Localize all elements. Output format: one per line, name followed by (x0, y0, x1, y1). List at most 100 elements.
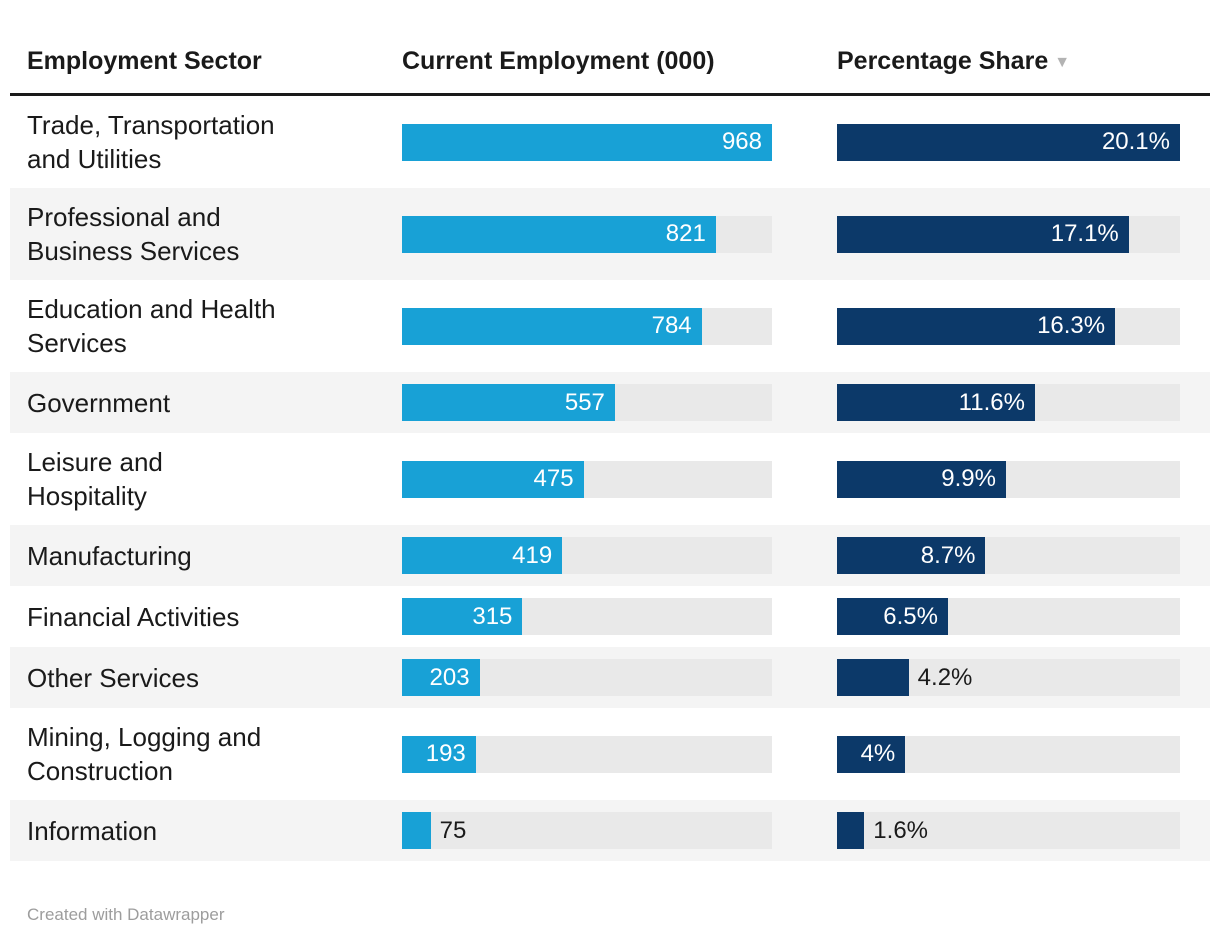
table-row: Information 75 1.6% (10, 800, 1210, 861)
sort-descending-icon: ▼ (1054, 54, 1071, 71)
employment-bar-track: 419 (402, 537, 772, 574)
share-bar-track: 16.3% (837, 307, 1180, 345)
employment-cell: 784 (402, 307, 837, 345)
employment-value-label: 315 (472, 602, 513, 630)
employment-bar: 784 (402, 307, 702, 345)
employment-bar-track: 557 (402, 384, 772, 421)
share-bar: 11.6% (837, 384, 1035, 421)
employment-value-label: 203 (429, 663, 470, 691)
employment-cell: 968 (402, 123, 837, 161)
employment-bar (402, 812, 431, 849)
share-value-label: 6.5% (883, 602, 938, 630)
employment-value-label: 784 (651, 312, 692, 339)
column-header-share[interactable]: Percentage Share ▼ (837, 47, 1196, 76)
table-body: Trade, Transportation and Utilities 968 20… (10, 96, 1210, 861)
column-header-share-label: Percentage Share (837, 47, 1049, 75)
share-bar-track: 17.1% (837, 215, 1180, 253)
employment-bar: 203 (402, 659, 480, 696)
employment-value-label: 475 (533, 465, 574, 492)
employment-bar: 315 (402, 598, 523, 635)
share-cell: 16.3% (837, 307, 1196, 345)
share-cell: 1.6% (837, 812, 1196, 849)
share-cell: 17.1% (837, 215, 1196, 253)
employment-value-label: 193 (425, 740, 466, 767)
table-row: Trade, Transportation and Utilities 968 20… (10, 96, 1210, 188)
employment-value-label: 419 (512, 541, 553, 569)
share-bar-track: 6.5% (837, 598, 1180, 635)
share-bar: 9.9% (837, 460, 1006, 498)
employment-cell: 315 (402, 598, 837, 635)
employment-bar-track: 75 (402, 812, 772, 849)
employment-cell: 821 (402, 215, 837, 253)
datawrapper-attribution-link[interactable]: Created with Datawrapper (27, 905, 225, 924)
share-bar-track: 4% (837, 735, 1180, 773)
sector-label: Trade, Transportation and Utilities (27, 110, 275, 174)
share-cell: 6.5% (837, 598, 1196, 635)
employment-bar-track: 968 (402, 123, 772, 161)
share-value-label: 4% (860, 740, 896, 767)
employment-bar-track: 193 (402, 735, 772, 773)
employment-bar: 419 (402, 537, 563, 574)
column-header-sector[interactable]: Employment Sector (27, 47, 262, 75)
sector-label: Professional and Business Services (27, 202, 240, 266)
column-header-employment[interactable]: Current Employment (000) (402, 47, 715, 75)
share-bar-track: 1.6% (837, 812, 1180, 849)
employment-bar-track: 203 (402, 659, 772, 696)
employment-value-label: 557 (564, 388, 605, 416)
share-bar: 4% (837, 735, 906, 773)
employment-cell: 75 (402, 812, 837, 849)
share-bar: 6.5% (837, 598, 948, 635)
share-cell: 8.7% (837, 537, 1196, 574)
share-cell: 9.9% (837, 460, 1196, 498)
employment-bar: 557 (402, 384, 615, 421)
employment-value-label: 821 (665, 220, 706, 247)
share-bar: 8.7% (837, 537, 986, 574)
employment-value-label: 968 (721, 128, 762, 155)
employment-bar-track: 475 (402, 460, 772, 498)
employment-bar-track: 784 (402, 307, 772, 345)
table-row: Mining, Logging and Construction 193 4% (10, 708, 1210, 800)
employment-bar-track: 821 (402, 215, 772, 253)
share-bar-track: 20.1% (837, 123, 1180, 161)
sector-label: Manufacturing (27, 540, 192, 571)
table-row: Financial Activities 315 6.5% (10, 586, 1210, 647)
sector-label: Other Services (27, 662, 199, 693)
table-row: Government 557 11.6% (10, 372, 1210, 433)
share-value-label: 4.2% (917, 663, 973, 691)
table-row: Professional and Business Services 821 17.… (10, 188, 1210, 280)
table-row: Education and Health Services 784 16.3% (10, 280, 1210, 372)
employment-bar: 475 (402, 460, 584, 498)
share-cell: 4.2% (837, 659, 1196, 696)
employment-cell: 557 (402, 384, 837, 421)
share-cell: 11.6% (837, 384, 1196, 421)
sector-label: Mining, Logging and Construction (27, 722, 262, 786)
sector-label: Government (27, 387, 171, 418)
share-bar (837, 812, 865, 849)
share-value-label: 17.1% (1050, 220, 1119, 247)
share-value-label: 8.7% (920, 541, 976, 569)
share-value-label: 1.6% (873, 816, 928, 844)
share-bar (837, 659, 909, 696)
employment-bar: 193 (402, 735, 476, 773)
share-cell: 20.1% (837, 123, 1196, 161)
table-row: Other Services 203 4.2% (10, 647, 1210, 708)
share-bar: 17.1% (837, 215, 1129, 253)
share-value-label: 16.3% (1037, 312, 1106, 339)
share-bar: 20.1% (837, 123, 1180, 161)
sector-label: Leisure and Hospitality (27, 447, 163, 511)
table-row: Manufacturing 419 8.7% (10, 525, 1210, 586)
employment-value-label: 75 (439, 816, 467, 844)
table-row: Leisure and Hospitality 475 9.9% (10, 433, 1210, 525)
sector-label: Education and Health Services (27, 294, 276, 358)
share-bar-track: 4.2% (837, 659, 1180, 696)
table-header: Employment Sector Current Employment (00… (10, 30, 1210, 96)
share-bar-track: 11.6% (837, 384, 1180, 421)
share-value-label: 11.6% (958, 388, 1025, 416)
employment-cell: 419 (402, 537, 837, 574)
table-chart: Employment Sector Current Employment (00… (10, 0, 1210, 925)
share-bar-track: 8.7% (837, 537, 1180, 574)
share-value-label: 9.9% (941, 465, 996, 492)
share-bar: 16.3% (837, 307, 1116, 345)
sector-label: Financial Activities (27, 601, 240, 632)
employment-bar: 821 (402, 215, 716, 253)
